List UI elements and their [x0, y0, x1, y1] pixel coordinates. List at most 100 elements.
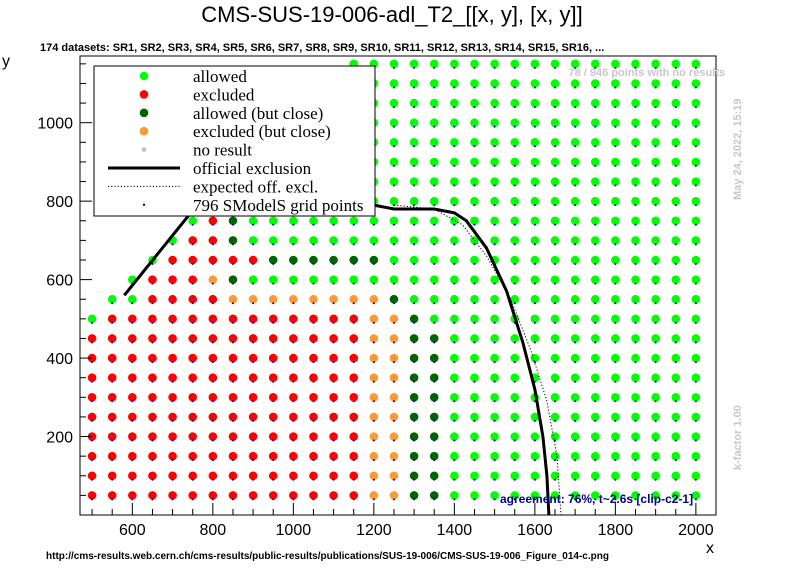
- point-allowed: [530, 432, 540, 441]
- y-tick-label: 400: [46, 351, 73, 368]
- point-excluded: [107, 471, 117, 481]
- grid-point: [372, 439, 375, 442]
- x-axis-label: x: [706, 540, 714, 557]
- grid-point: [211, 419, 214, 422]
- point-allowed: [530, 138, 540, 147]
- grid-point: [614, 302, 617, 305]
- grid-point: [634, 66, 637, 69]
- grid-point: [372, 341, 375, 344]
- grid-point: [332, 243, 335, 246]
- point-allowed: [590, 432, 600, 441]
- grid-point: [171, 459, 174, 462]
- point-excluded: [309, 353, 318, 363]
- point-allowed: [570, 373, 580, 382]
- point-excluded: [107, 412, 117, 422]
- grid-point: [553, 478, 556, 481]
- grid-point: [533, 341, 536, 344]
- point-allowed: [530, 412, 540, 422]
- point-allowed: [691, 157, 701, 167]
- point-excluded-close: [369, 412, 379, 422]
- grid-point: [694, 361, 697, 364]
- point-allowed: [550, 216, 560, 226]
- grid-point: [272, 419, 275, 422]
- point-allowed: [631, 157, 640, 167]
- point-allowed: [631, 196, 640, 206]
- point-excluded: [289, 314, 298, 324]
- point-allowed: [450, 177, 459, 186]
- grid-point: [231, 243, 234, 246]
- point-allowed: [671, 314, 681, 324]
- point-allowed: [691, 138, 701, 147]
- grid-point: [694, 341, 697, 344]
- point-allowed: [309, 216, 318, 226]
- point-excluded: [268, 451, 278, 461]
- point-allowed: [631, 138, 640, 147]
- grid-point: [252, 459, 255, 462]
- point-excluded: [188, 491, 198, 500]
- point-allowed: [691, 373, 701, 382]
- grid-point: [111, 419, 114, 422]
- point-excluded: [329, 373, 338, 382]
- point-allowed: [631, 334, 640, 343]
- grid-point: [513, 243, 516, 246]
- grid-point: [292, 459, 295, 462]
- point-allowed: [671, 216, 681, 226]
- grid-point: [151, 498, 154, 501]
- grid-point: [493, 478, 496, 481]
- point-allowed: [590, 334, 600, 343]
- grid-point: [352, 361, 355, 364]
- grid-point: [634, 184, 637, 187]
- expected-exclusion-curve: [393, 204, 562, 516]
- grid-point: [694, 106, 697, 109]
- grid-point: [553, 380, 556, 383]
- grid-point: [352, 321, 355, 324]
- grid-point: [252, 263, 255, 265]
- grid-point: [392, 439, 395, 442]
- point-allowed: [590, 98, 600, 108]
- point-allowed-close: [409, 412, 419, 422]
- grid-point: [493, 419, 496, 422]
- point-allowed: [510, 373, 520, 382]
- grid-point: [252, 498, 255, 501]
- point-excluded: [128, 451, 137, 461]
- point-excluded: [228, 255, 238, 265]
- point-excluded-close: [389, 314, 399, 324]
- grid-point: [453, 439, 456, 442]
- point-allowed: [429, 177, 439, 186]
- grid-point: [433, 341, 436, 344]
- grid-point: [191, 223, 194, 226]
- grid-point: [694, 459, 697, 462]
- grid-point: [614, 164, 617, 167]
- point-excluded: [248, 412, 258, 422]
- point-allowed: [691, 451, 701, 461]
- point-allowed: [450, 471, 459, 481]
- point-allowed: [550, 236, 560, 245]
- grid-point: [533, 263, 536, 265]
- grid-point: [513, 341, 516, 344]
- point-allowed: [590, 196, 600, 206]
- grid-point: [674, 498, 677, 501]
- grid-point: [392, 498, 395, 501]
- grid-point: [694, 400, 697, 403]
- point-excluded: [208, 236, 218, 245]
- point-excluded: [309, 432, 318, 441]
- point-allowed: [570, 79, 580, 88]
- grid-point: [392, 302, 395, 305]
- grid-point: [594, 478, 597, 481]
- grid-point: [171, 439, 174, 442]
- grid-point: [211, 478, 214, 481]
- grid-point: [654, 439, 657, 442]
- point-allowed: [429, 157, 439, 167]
- point-excluded: [248, 373, 258, 382]
- y-tick-label: 800: [46, 194, 73, 211]
- point-allowed: [651, 334, 660, 343]
- point-allowed: [429, 118, 439, 127]
- point-allowed: [631, 373, 640, 382]
- point-excluded: [128, 314, 137, 324]
- legend-label: allowed: [193, 67, 247, 86]
- grid-point: [513, 164, 516, 167]
- grid-point: [553, 106, 556, 109]
- grid-point: [111, 498, 114, 501]
- point-excluded: [349, 451, 359, 461]
- point-allowed: [691, 412, 701, 422]
